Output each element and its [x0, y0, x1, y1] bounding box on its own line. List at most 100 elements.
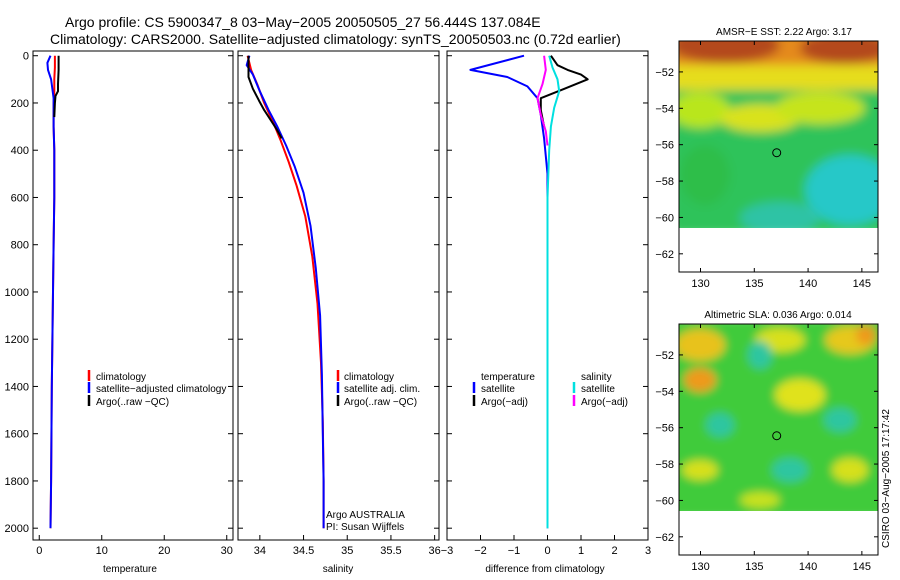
- x-tick-label: −1: [508, 545, 521, 557]
- map-x-tick-label: 145: [853, 561, 871, 573]
- temperature-legend: climatology satellite−adjusted climatolo…: [87, 370, 226, 408]
- y-tick-label: 2000: [5, 523, 29, 535]
- map-y-tick-label: −58: [655, 176, 674, 188]
- legend-satellite: satellite−adjusted climatology: [96, 384, 226, 395]
- sst-field-hot-east: [800, 41, 878, 64]
- x-tick-label: 0: [36, 545, 42, 557]
- x-tick-label: 36: [429, 545, 441, 557]
- map-y-tick-label: −60: [655, 495, 674, 507]
- series-line-satellite-adj-clim-: [245, 55, 325, 529]
- x-tick-label: −3: [441, 545, 454, 557]
- map-y-tick-label: −54: [655, 103, 674, 115]
- difference-legend: temperature satellite Argo(−adj) salinit…: [472, 372, 628, 408]
- salinity-xlabel: salinity: [323, 564, 354, 575]
- x-tick-label: −2: [474, 545, 487, 557]
- map-y-tick-label: −56: [655, 140, 674, 152]
- map-y-tick-label: −52: [655, 67, 674, 79]
- x-tick-label: 34.5: [293, 545, 314, 557]
- y-tick-label: 400: [11, 145, 29, 157]
- x-tick-label: 20: [158, 545, 170, 557]
- y-tick-label: 0: [23, 51, 29, 63]
- series-line-argo-raw-qc-: [53, 55, 60, 118]
- annotation-pi: PI: Susan Wijffels: [326, 522, 404, 533]
- map-y-tick-label: −56: [655, 423, 674, 435]
- x-tick-label: 30: [221, 545, 233, 557]
- map-x-tick-label: 145: [853, 278, 871, 290]
- sst-map-panel: AMSR−E SST: 2.22 Argo: 3.17 130 135 140 145…: [655, 27, 879, 290]
- legend-temp-argo: Argo(−adj): [481, 397, 528, 408]
- x-tick-label: 2: [611, 545, 617, 557]
- legend-climatology: climatology: [344, 372, 394, 383]
- sla-field-cool-3: [824, 408, 856, 432]
- legend-climatology: climatology: [96, 372, 146, 383]
- annotation-argo-australia: Argo AUSTRALIA: [326, 510, 405, 521]
- x-tick-label: 10: [96, 545, 108, 557]
- difference-panel: −3 −2 −1 0 1 2 3 difference from climatology t…: [441, 54, 651, 575]
- x-tick-label: 35.5: [380, 545, 401, 557]
- legend-temp-satellite: satellite: [481, 384, 515, 395]
- x-tick-label: 1: [578, 545, 584, 557]
- y-tick-label: 1800: [5, 476, 29, 488]
- timestamp-stamp: CSIRO 03−Aug−2005 17:17:42: [881, 409, 892, 548]
- series-line-salinity-argo-adj-: [536, 55, 549, 146]
- map-x-tick-label: 140: [799, 278, 817, 290]
- x-tick-label: 35: [341, 545, 353, 557]
- y-tick-label: 1200: [5, 334, 29, 346]
- series-line-satellite-adj-clim-: [46, 55, 56, 529]
- map-y-tick-label: −58: [655, 459, 674, 471]
- series-line-argo-raw-qc-: [247, 55, 283, 139]
- sst-map-title: AMSR−E SST: 2.22 Argo: 3.17: [716, 27, 852, 38]
- sst-field-cold-east: [805, 155, 878, 225]
- sst-map-frame: [678, 40, 879, 273]
- sst-field-patch-lime: [775, 92, 865, 124]
- map-x-tick-label: 130: [691, 278, 709, 290]
- sla-field-patch-nw: [679, 329, 725, 361]
- map-x-tick-label: 135: [745, 561, 763, 573]
- legend-sal-argo: Argo(−adj): [581, 397, 628, 408]
- sst-field-hot-west: [679, 41, 780, 63]
- sla-map-field: [679, 324, 878, 512]
- sla-field-cool-4: [772, 458, 808, 482]
- x-tick-label: 34: [254, 545, 266, 557]
- legend-temperature: temperature: [481, 372, 535, 383]
- sla-nodata-strip: [679, 511, 878, 512]
- temperature-panel-frame: [32, 50, 234, 541]
- sla-argo-location-marker: [772, 431, 782, 441]
- sla-field-patch-s: [740, 492, 780, 508]
- sst-field-green-west: [680, 145, 730, 205]
- series-line-temperature-argo-adj-: [539, 55, 589, 127]
- title-line-1: Argo profile: CS 5900347_8 03−May−2005 2…: [65, 14, 541, 30]
- legend-argo: Argo(..raw −QC): [344, 397, 417, 408]
- sst-map-field: [679, 41, 878, 229]
- sla-map-title: Altimetric SLA: 0.036 Argo: 0.014: [704, 310, 852, 321]
- sst-argo-location-marker: [772, 148, 782, 158]
- legend-sal-satellite: satellite: [581, 384, 615, 395]
- sst-field-patch-yellowgreen: [679, 92, 730, 128]
- map-y-tick-label: −62: [655, 532, 674, 544]
- legend-salinity: salinity: [581, 372, 612, 383]
- sla-field-cool-1: [748, 341, 772, 369]
- sst-nodata-strip: [679, 228, 878, 229]
- map-y-tick-label: −54: [655, 386, 674, 398]
- sla-field-patch-ne-orange: [856, 325, 876, 345]
- y-tick-label: 600: [11, 192, 29, 204]
- salinity-panel-frame: [237, 50, 440, 541]
- difference-xlabel: difference from climatology: [485, 564, 604, 575]
- sla-field-patch-orange: [684, 368, 716, 392]
- salinity-legend: climatology satellite adj. clim. Argo(..…: [336, 370, 420, 408]
- sla-map-panel: Altimetric SLA: 0.036 Argo: 0.014: [655, 310, 879, 573]
- salinity-panel: 34 34.5 35 35.5 36 salinity climatology sate…: [238, 55, 441, 575]
- map-x-tick-label: 140: [799, 561, 817, 573]
- y-tick-label: 200: [11, 98, 29, 110]
- temperature-xlabel: temperature: [103, 564, 157, 575]
- map-y-tick-label: −60: [655, 212, 674, 224]
- sla-map-frame: [678, 323, 879, 556]
- sla-field-cool-2: [706, 413, 734, 437]
- series-line-salinity-satellite: [546, 55, 561, 529]
- sla-field-patch-se: [832, 458, 868, 482]
- series-line-climatology: [246, 55, 325, 529]
- title-line-2: Climatology: CARS2000. Satellite−adjuste…: [50, 31, 621, 47]
- sst-field-cold-south: [740, 202, 820, 229]
- sla-field-patch-mid: [775, 379, 825, 411]
